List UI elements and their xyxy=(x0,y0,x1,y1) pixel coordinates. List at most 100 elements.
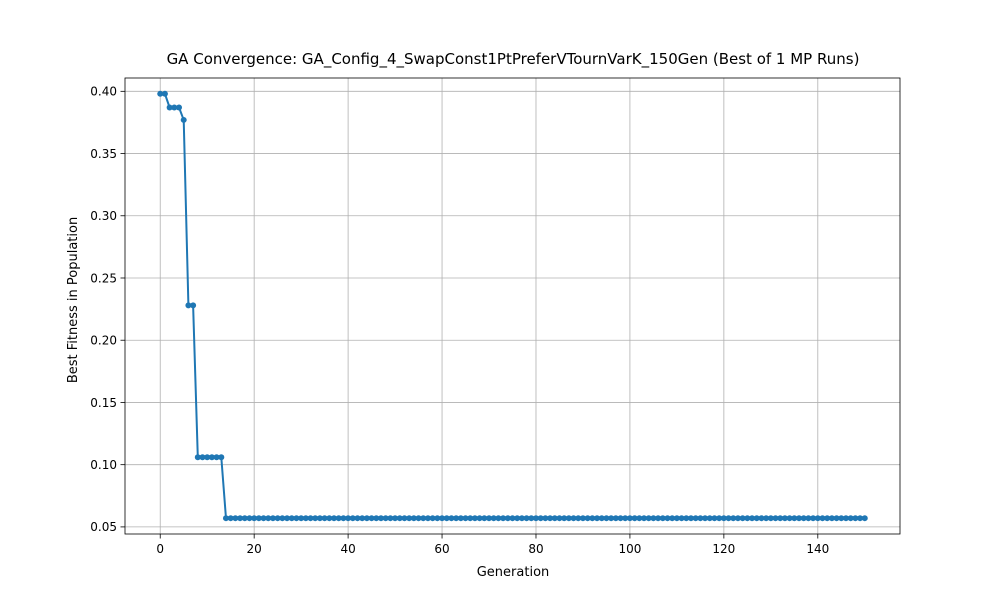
x-tick-label: 0 xyxy=(156,542,164,556)
data-point xyxy=(598,515,605,522)
data-point xyxy=(551,515,558,522)
data-point xyxy=(608,515,615,522)
data-point xyxy=(753,515,760,522)
data-point xyxy=(467,515,474,522)
data-point xyxy=(687,515,694,522)
data-point xyxy=(641,515,648,522)
y-tick-label: 0.10 xyxy=(90,458,117,472)
x-tick-label: 100 xyxy=(618,542,641,556)
data-point xyxy=(631,515,638,522)
data-point xyxy=(495,515,502,522)
data-point xyxy=(199,454,206,461)
data-point xyxy=(626,515,633,522)
data-point xyxy=(359,515,366,522)
data-point xyxy=(476,515,483,522)
data-point xyxy=(509,515,516,522)
data-point xyxy=(612,515,619,522)
data-point xyxy=(561,515,568,522)
data-point xyxy=(274,515,281,522)
data-point xyxy=(650,515,657,522)
data-point xyxy=(185,302,192,309)
plot-area-frame xyxy=(124,77,901,535)
data-point xyxy=(833,515,840,522)
data-point xyxy=(302,515,309,522)
y-tick-label: 0.25 xyxy=(90,271,117,285)
data-point xyxy=(570,515,577,522)
data-point xyxy=(716,515,723,522)
data-point xyxy=(260,515,267,522)
data-point xyxy=(852,515,859,522)
data-point xyxy=(810,515,817,522)
data-point xyxy=(316,515,323,522)
data-point xyxy=(781,515,788,522)
data-point xyxy=(824,515,831,522)
data-point xyxy=(396,515,403,522)
y-tick-label: 0.20 xyxy=(90,334,117,348)
data-point xyxy=(523,515,530,522)
data-point xyxy=(706,515,713,522)
data-point xyxy=(725,515,732,522)
data-point xyxy=(194,454,201,461)
x-axis-ticks: 0 20 40 60 80 100 120 140 xyxy=(156,534,829,556)
data-point xyxy=(720,515,727,522)
data-point xyxy=(439,515,446,522)
data-point xyxy=(772,515,779,522)
data-point xyxy=(227,515,234,522)
x-axis-label: Generation xyxy=(477,565,550,580)
data-point xyxy=(190,302,197,309)
data-point xyxy=(683,515,690,522)
data-point xyxy=(171,104,178,111)
x-tick-label: 120 xyxy=(712,542,735,556)
data-point xyxy=(424,515,431,522)
data-point xyxy=(791,515,798,522)
data-point xyxy=(345,515,352,522)
data-point xyxy=(692,515,699,522)
data-point xyxy=(565,515,572,522)
data-point xyxy=(673,515,680,522)
data-point xyxy=(307,515,314,522)
data-point xyxy=(655,515,662,522)
gridlines xyxy=(125,78,900,534)
data-point xyxy=(246,515,253,522)
data-point xyxy=(749,515,756,522)
data-point xyxy=(481,515,488,522)
data-point xyxy=(368,515,375,522)
data-point xyxy=(401,515,408,522)
data-point xyxy=(241,515,248,522)
data-point xyxy=(828,515,835,522)
data-point xyxy=(739,515,746,522)
data-point xyxy=(213,454,220,461)
data-point xyxy=(340,515,347,522)
data-point xyxy=(556,515,563,522)
data-point xyxy=(547,515,554,522)
data-point xyxy=(814,515,821,522)
x-tick-label: 140 xyxy=(806,542,829,556)
data-point xyxy=(462,515,469,522)
data-point xyxy=(711,515,718,522)
data-point xyxy=(636,515,643,522)
data-point xyxy=(584,515,591,522)
data-point xyxy=(269,515,276,522)
data-point xyxy=(659,515,666,522)
data-point xyxy=(490,515,497,522)
y-tick-label: 0.35 xyxy=(90,147,117,161)
data-point xyxy=(218,454,225,461)
data-point xyxy=(204,454,211,461)
data-point xyxy=(420,515,427,522)
data-point xyxy=(293,515,300,522)
data-point xyxy=(504,515,511,522)
data-point xyxy=(734,515,741,522)
data-point xyxy=(434,515,441,522)
data-point xyxy=(265,515,272,522)
data-point xyxy=(312,515,319,522)
data-point xyxy=(617,515,624,522)
data-point xyxy=(763,515,770,522)
x-tick-label: 20 xyxy=(247,542,262,556)
data-point xyxy=(575,515,582,522)
data-point xyxy=(335,515,342,522)
y-axis-ticks: 0.05 0.10 0.15 0.20 0.25 0.30 0.35 0.40 xyxy=(90,85,125,534)
data-point xyxy=(321,515,328,522)
data-point xyxy=(166,104,173,111)
data-point xyxy=(373,515,380,522)
data-point xyxy=(702,515,709,522)
